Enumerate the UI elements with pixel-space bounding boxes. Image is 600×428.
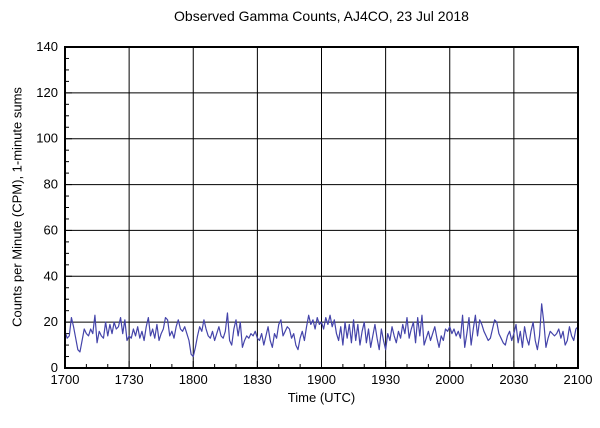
x-tick-label: 1700 <box>51 372 80 387</box>
y-tick-label: 120 <box>36 85 58 100</box>
gamma-counts-line <box>64 303 579 358</box>
x-axis-title: Time (UTC) <box>287 390 356 405</box>
plot-frame-layer <box>64 46 579 369</box>
data-series-layer <box>64 303 579 358</box>
x-tick-label: 1730 <box>115 372 144 387</box>
y-tick-label: 80 <box>44 177 58 192</box>
x-tick-label: 1830 <box>243 372 272 387</box>
y-tick-label: 20 <box>44 314 58 329</box>
y-tick-label: 100 <box>36 131 58 146</box>
plot-frame <box>64 46 579 369</box>
chart-title: Observed Gamma Counts, AJ4CO, 23 Jul 201… <box>174 8 469 24</box>
tick-label-layer: 1700 1730 1800 1830 1900 1930 2000 2030 2100 0 20 4… <box>36 39 592 387</box>
x-tick-label: 2000 <box>435 372 464 387</box>
y-tick-label: 60 <box>44 222 58 237</box>
y-tick-label: 0 <box>51 360 58 375</box>
x-tick-label: 1800 <box>179 372 208 387</box>
y-tick-label: 40 <box>44 268 58 283</box>
tick-layer <box>65 57 558 368</box>
x-tick-label: 1930 <box>371 372 400 387</box>
x-tick-label: 2030 <box>499 372 528 387</box>
x-tick-label: 2100 <box>564 372 593 387</box>
y-tick-label: 140 <box>36 39 58 54</box>
x-tick-label: 1900 <box>307 372 336 387</box>
grid-layer <box>65 47 578 368</box>
